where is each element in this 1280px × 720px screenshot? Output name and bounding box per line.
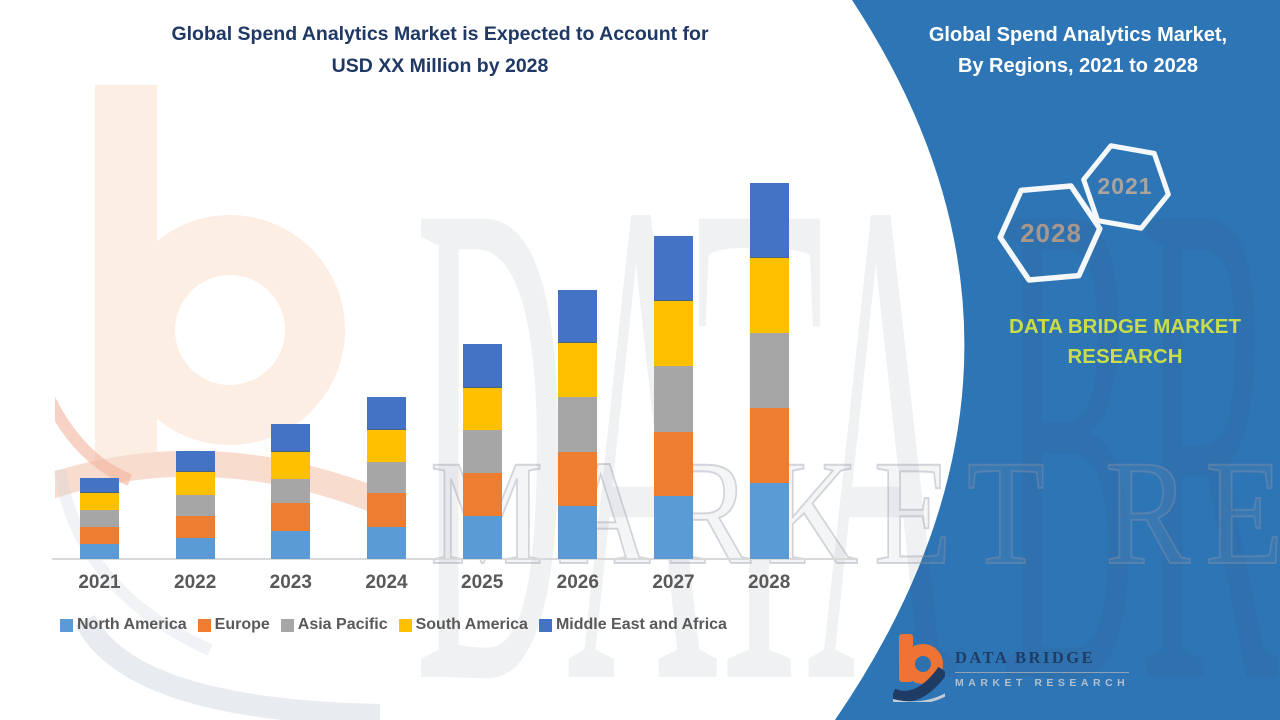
legend-item-north-america: North America [60, 616, 187, 634]
watermark-logo-b [55, 85, 380, 513]
bar-column-2028 [749, 183, 789, 559]
bar-column-2021 [80, 478, 119, 559]
legend-item-south-america: South America [398, 616, 528, 634]
legend-label-asia-pacific: Asia Pacific [297, 616, 388, 633]
bar-segment-europe-2025 [462, 473, 502, 516]
bar-column-2022 [175, 451, 215, 559]
bar-segment-europe-2027 [654, 432, 693, 496]
bar-segment-north-america-2025 [462, 516, 502, 559]
bar-segment-europe-2028 [749, 408, 789, 483]
bar-segment-middle-east-and-africa-2022 [175, 451, 215, 472]
x-axis-line [52, 558, 858, 560]
legend-label-middle-east-and-africa: Middle East and Africa [555, 616, 727, 633]
bar-segment-north-america-2026 [558, 506, 598, 559]
bar-column-2025 [462, 344, 502, 559]
bar-column-2027 [654, 236, 693, 559]
bar-segment-middle-east-and-africa-2026 [558, 290, 598, 343]
bar-segment-europe-2021 [80, 527, 119, 544]
hexagon-2028-label: 2028 [1020, 218, 1082, 248]
legend-label-europe: Europe [214, 616, 270, 633]
brand-text-line2: RESEARCH [1067, 345, 1183, 368]
bar-segment-south-america-2025 [462, 388, 502, 430]
hexagon-2021-label: 2021 [1097, 173, 1153, 199]
legend-swatch-south-america [398, 619, 412, 632]
plot-area: 2021 2022 2023 2024 2025 2026 2027 2028 [52, 160, 858, 593]
bar-segment-asia-pacific-2025 [462, 430, 502, 473]
side-panel-title-line1: Global Spend Analytics Market, [928, 24, 1228, 46]
category-label-2021: 2021 [78, 572, 121, 593]
legend-swatch-middle-east-and-africa [538, 619, 552, 632]
bar-segment-asia-pacific-2026 [558, 397, 598, 452]
bar-segment-south-america-2024 [367, 430, 406, 462]
category-label-2028: 2028 [748, 572, 791, 593]
bar-segment-asia-pacific-2023 [271, 479, 311, 503]
bar-segment-south-america-2022 [175, 472, 215, 495]
category-label-2022: 2022 [174, 572, 217, 593]
bar-segment-middle-east-and-africa-2021 [80, 478, 119, 493]
watermark-swoosh [54, 470, 381, 720]
category-label-2027: 2027 [652, 572, 695, 593]
chart-title-line2: USD XX Million by 2028 [331, 55, 549, 77]
category-label-2025: 2025 [461, 572, 504, 593]
bar-segment-north-america-2028 [749, 483, 789, 559]
legend-label-south-america: South America [415, 616, 528, 633]
brand-text: DATA BRIDGE MARKET RESEARCH [950, 312, 1280, 372]
legend-swatch-north-america [60, 619, 73, 632]
category-label-2026: 2026 [556, 572, 599, 593]
bar-segment-middle-east-and-africa-2025 [462, 344, 502, 388]
hexagon-2028 [997, 183, 1103, 283]
bar-segment-asia-pacific-2027 [654, 366, 693, 432]
bar-segment-asia-pacific-2022 [175, 495, 215, 516]
bar-segment-asia-pacific-2024 [367, 462, 406, 493]
bar-segment-south-america-2021 [80, 493, 119, 510]
bar-segment-middle-east-and-africa-2024 [367, 397, 406, 430]
logo-title: DATA BRIDGE [955, 648, 1130, 673]
bar-segment-europe-2026 [558, 452, 598, 506]
chart-title-line1: Global Spend Analytics Market is Expecte… [171, 23, 709, 45]
bar-segment-europe-2023 [271, 503, 311, 531]
bar-segment-north-america-2023 [271, 531, 311, 559]
bar-segment-south-america-2026 [558, 343, 598, 397]
dbmr-logo-mark-icon [893, 634, 945, 702]
bar-segment-middle-east-and-africa-2027 [654, 236, 693, 301]
bar-segment-south-america-2027 [654, 301, 693, 366]
legend-swatch-asia-pacific [280, 619, 294, 632]
legend-item-europe: Europe [197, 616, 270, 634]
brand-text-line1: DATA BRIDGE MARKET [1009, 315, 1241, 338]
side-panel-title: Global Spend Analytics Market, By Region… [890, 20, 1266, 82]
bar-segment-europe-2022 [175, 516, 215, 538]
bar-segment-europe-2024 [367, 493, 406, 527]
bar-segment-asia-pacific-2028 [749, 333, 789, 408]
legend-label-north-america: North America [77, 616, 187, 633]
bar-segment-south-america-2028 [749, 258, 789, 333]
bar-segment-north-america-2027 [654, 496, 693, 559]
logo-subtitle: MARKET RESEARCH [955, 676, 1130, 689]
legend: North America Europe Asia Pacific South Ame… [60, 616, 727, 634]
bar-segment-middle-east-and-africa-2028 [749, 183, 789, 258]
bar-column-2024 [367, 397, 406, 559]
side-panel-title-line2: By Regions, 2021 to 2028 [957, 55, 1199, 77]
bar-segment-north-america-2021 [80, 544, 119, 559]
bar-segment-south-america-2023 [271, 452, 311, 479]
bar-segment-middle-east-and-africa-2023 [271, 424, 311, 452]
bar-segment-asia-pacific-2021 [80, 510, 119, 527]
legend-swatch-europe [197, 619, 211, 632]
bar-segment-north-america-2022 [175, 538, 215, 559]
bar-column-2026 [558, 290, 598, 559]
hexagon-2021 [1081, 143, 1171, 231]
dbmr-logo: DATA BRIDGE MARKET RESEARCH [893, 634, 1130, 702]
category-label-2024: 2024 [365, 572, 408, 593]
chart-title: Global Spend Analytics Market is Expecte… [70, 18, 810, 82]
bar-column-2023 [271, 424, 311, 559]
legend-item-asia-pacific: Asia Pacific [280, 616, 388, 634]
bar-segment-north-america-2024 [367, 527, 406, 559]
legend-item-middle-east-and-africa: Middle East and Africa [538, 616, 727, 634]
category-label-2023: 2023 [269, 572, 312, 593]
